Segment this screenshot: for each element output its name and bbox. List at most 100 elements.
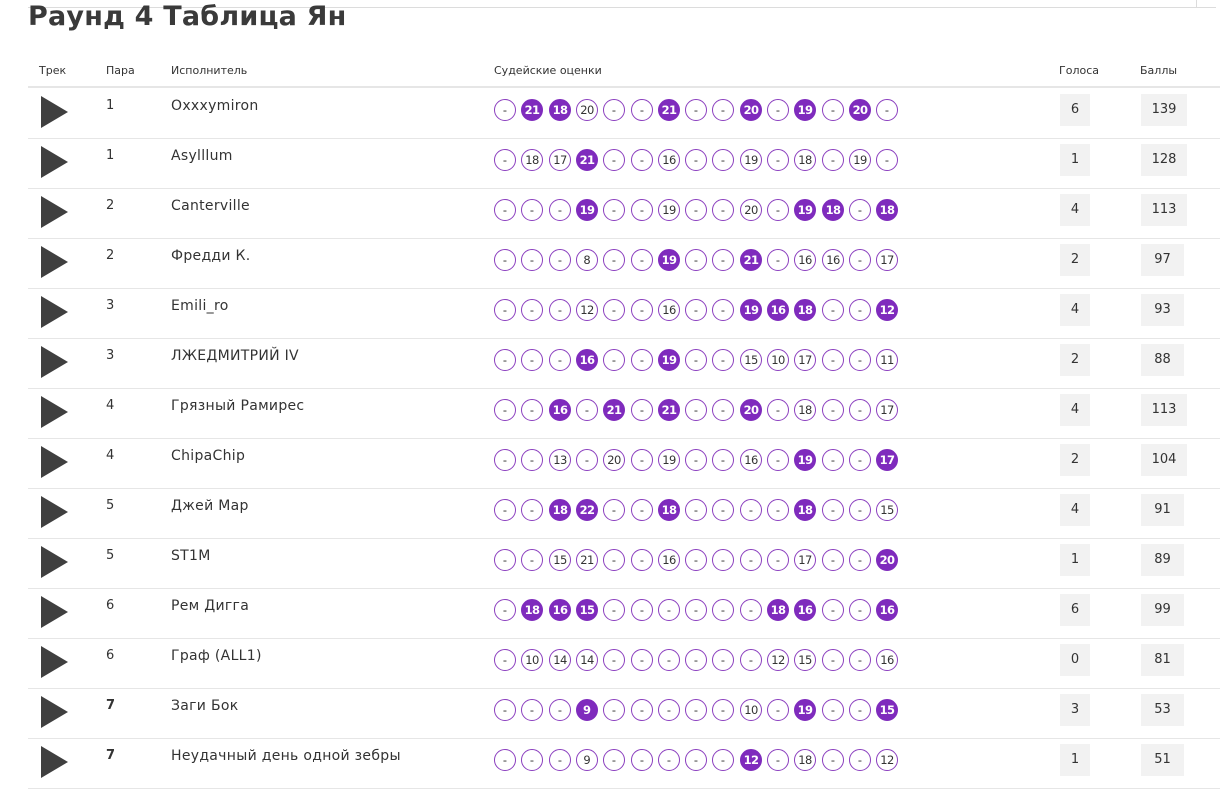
judge-score: 17	[876, 249, 898, 271]
judge-score: 15	[794, 649, 816, 671]
play-icon[interactable]	[41, 96, 68, 128]
judge-score: -	[822, 749, 844, 771]
judge-score: -	[849, 249, 871, 271]
judge-score: -	[603, 99, 625, 121]
judge-score: -	[658, 699, 680, 721]
judge-score: -	[822, 99, 844, 121]
table-row: 6 Рем Дигга -18 16 15- - - - - -18 16- -16 6 99	[28, 588, 1220, 639]
judge-score: 16	[740, 449, 762, 471]
judge-score: -	[712, 99, 734, 121]
artist-name: Emili_ro	[171, 298, 229, 314]
judge-score-selected: 16	[767, 299, 789, 321]
judge-score: -	[849, 399, 871, 421]
judge-score-selected: 20	[740, 99, 762, 121]
table-row: 7 Заги Бок - - -9- - - - -10-19- -15 3 53	[28, 688, 1220, 739]
points-total: 88	[1141, 344, 1184, 376]
header-divider	[28, 86, 1220, 88]
play-icon[interactable]	[41, 446, 68, 478]
judge-score: -	[603, 549, 625, 571]
play-icon[interactable]	[41, 696, 68, 728]
points-total: 128	[1141, 144, 1187, 176]
votes-count: 1	[1060, 144, 1090, 176]
table-row: 5 ST1M - -15 21- -16- - - -17- -20 1 89	[28, 538, 1220, 589]
judge-score: -	[494, 549, 516, 571]
judge-score: -	[712, 149, 734, 171]
judge-score-selected: 21	[658, 399, 680, 421]
column-header-artist: Исполнитель	[171, 64, 248, 77]
judge-score: -	[685, 549, 707, 571]
votes-count: 4	[1060, 294, 1090, 326]
judge-score: -	[712, 449, 734, 471]
judge-score: -	[849, 199, 871, 221]
judge-score: -	[740, 649, 762, 671]
judge-score: -	[685, 399, 707, 421]
judge-score: -	[712, 699, 734, 721]
column-header-votes: Голоса	[1059, 64, 1099, 77]
judge-score: -	[767, 249, 789, 271]
judge-score: 20	[740, 199, 762, 221]
play-icon[interactable]	[41, 546, 68, 578]
judge-score: -	[685, 249, 707, 271]
top-divider	[28, 7, 1216, 8]
top-divider-tick	[1196, 0, 1197, 8]
judge-score: -	[822, 349, 844, 371]
judge-score: -	[631, 649, 653, 671]
judge-score: 8	[576, 249, 598, 271]
judge-score: -	[849, 699, 871, 721]
judge-score: 21	[576, 549, 598, 571]
artist-name: ST1M	[171, 548, 211, 564]
play-icon[interactable]	[41, 296, 68, 328]
pair-number: 6	[106, 648, 115, 663]
table-row: 1 Oxxxymiron -21 18 20- -21- -20-19-20-6 139	[28, 88, 1220, 139]
judge-score: -	[767, 199, 789, 221]
judge-score: -	[521, 299, 543, 321]
points-total: 139	[1141, 94, 1187, 126]
judge-score: 14	[549, 649, 571, 671]
judge-score: -	[685, 99, 707, 121]
judge-score: -	[740, 599, 762, 621]
votes-count: 6	[1060, 94, 1090, 126]
play-icon[interactable]	[41, 746, 68, 778]
play-icon[interactable]	[41, 396, 68, 428]
play-icon[interactable]	[41, 346, 68, 378]
judge-score: -	[712, 399, 734, 421]
judge-score: 14	[576, 649, 598, 671]
points-total: 51	[1141, 744, 1184, 776]
points-total: 93	[1141, 294, 1184, 326]
judge-score-selected: 21	[658, 99, 680, 121]
pair-number: 6	[106, 598, 115, 613]
judge-score: -	[603, 749, 625, 771]
judge-score: -	[521, 399, 543, 421]
judge-score: -	[494, 249, 516, 271]
table-row: 1 Asylllum -18 17 21- -16- -19-18-19-1 128	[28, 138, 1220, 189]
play-icon[interactable]	[41, 596, 68, 628]
judge-score-selected: 18	[549, 99, 571, 121]
play-icon[interactable]	[41, 496, 68, 528]
judge-score: 19	[658, 199, 680, 221]
judge-score: -	[685, 349, 707, 371]
judge-score: -	[631, 99, 653, 121]
pair-number: 4	[106, 398, 115, 413]
judge-score: -	[603, 499, 625, 521]
votes-count: 2	[1060, 244, 1090, 276]
judge-score: 17	[876, 399, 898, 421]
play-icon[interactable]	[41, 246, 68, 278]
play-icon[interactable]	[41, 646, 68, 678]
judge-score: 18	[521, 149, 543, 171]
judge-score-selected: 12	[740, 749, 762, 771]
judge-score: 11	[876, 349, 898, 371]
judge-score: -	[631, 599, 653, 621]
artist-name: Заги Бок	[171, 698, 239, 714]
play-icon[interactable]	[41, 146, 68, 178]
judge-score: -	[849, 649, 871, 671]
play-icon[interactable]	[41, 196, 68, 228]
judge-score: -	[494, 99, 516, 121]
pair-number: 5	[106, 548, 115, 563]
judge-score: -	[494, 499, 516, 521]
judge-score-selected: 18	[658, 499, 680, 521]
table-row: 6 Граф (ALL1) -10 14 14- - - - - -12 15- -16 0 81	[28, 638, 1220, 689]
votes-count: 3	[1060, 694, 1090, 726]
judge-score-selected: 19	[740, 299, 762, 321]
page-title: Раунд 4 Таблица Ян	[28, 1, 347, 32]
judge-score: -	[712, 649, 734, 671]
